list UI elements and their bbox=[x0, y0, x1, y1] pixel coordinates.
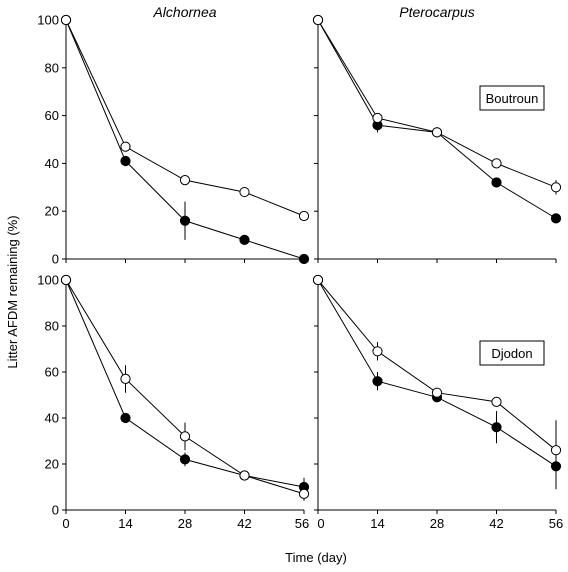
data-point-open bbox=[550, 182, 562, 193]
data-point-filled bbox=[550, 213, 562, 224]
x-tick-label: 0 bbox=[62, 516, 69, 531]
data-point-filled bbox=[179, 215, 191, 226]
chart-panels: 0 20 40 60 80 100 Alchornea Pterocarpus Boutroun… bbox=[37, 4, 563, 531]
series-line bbox=[317, 279, 557, 467]
data-point-open bbox=[60, 14, 72, 26]
data-point-open bbox=[491, 396, 502, 407]
site-label: Boutroun bbox=[486, 91, 539, 106]
column-title: Alchornea bbox=[152, 4, 216, 20]
series-filled-circle bbox=[312, 14, 562, 224]
data-point-filled bbox=[239, 234, 250, 245]
x-tick-label: 14 bbox=[370, 516, 384, 531]
column-title: Pterocarpus bbox=[399, 4, 474, 20]
x-tick-label: 42 bbox=[237, 516, 251, 531]
data-point-open bbox=[431, 127, 443, 138]
data-point-open bbox=[298, 210, 310, 222]
data-point-filled bbox=[179, 454, 191, 465]
series-open-circle bbox=[60, 274, 310, 501]
y-tick-label: 60 bbox=[45, 365, 59, 380]
data-point-open bbox=[179, 175, 191, 186]
data-point-filled bbox=[120, 412, 131, 424]
data-point-open bbox=[431, 387, 443, 398]
site-label-box bbox=[479, 85, 545, 111]
y-tick-label: 20 bbox=[45, 204, 59, 219]
site-label-box bbox=[479, 340, 545, 366]
x-axis-title: Time (day) bbox=[285, 550, 347, 565]
data-point-open bbox=[298, 488, 310, 499]
y-tick-label: 100 bbox=[37, 273, 59, 288]
series-filled-circle bbox=[60, 274, 310, 497]
data-point-open bbox=[239, 186, 250, 198]
site-label: Djodon bbox=[491, 346, 532, 361]
series-filled-circle bbox=[312, 274, 562, 490]
x-tick-label: 28 bbox=[178, 516, 192, 531]
y-tick-label: 0 bbox=[52, 252, 59, 267]
data-point-open bbox=[239, 470, 250, 481]
data-point-filled bbox=[372, 376, 383, 387]
y-axis-title: Litter AFDM remaining (%) bbox=[5, 215, 20, 368]
y-tick-label: 80 bbox=[45, 60, 59, 75]
y-tick-label: 20 bbox=[45, 457, 59, 472]
x-tick-label: 0 bbox=[317, 516, 324, 531]
y-tick-label: 60 bbox=[45, 108, 59, 123]
data-point-open bbox=[491, 158, 502, 169]
data-point-open bbox=[550, 445, 562, 456]
data-point-filled bbox=[491, 177, 502, 188]
y-tick-label: 0 bbox=[52, 503, 59, 518]
panel-bottom-left: 0 20 40 60 80 100 0 14 28 42 56 bbox=[37, 273, 309, 532]
series-line bbox=[65, 19, 305, 217]
y-tick-label: 40 bbox=[45, 156, 59, 171]
y-tick-label: 100 bbox=[37, 13, 59, 28]
data-point-open bbox=[372, 346, 383, 357]
series-line bbox=[317, 19, 557, 219]
data-point-open bbox=[120, 373, 131, 384]
data-point-filled bbox=[491, 422, 502, 433]
data-point-open bbox=[60, 274, 72, 286]
x-tick-label: 14 bbox=[118, 516, 132, 531]
x-tick-label: 42 bbox=[489, 516, 503, 531]
panel-top-right: Pterocarpus Boutroun bbox=[312, 4, 562, 263]
data-point-open bbox=[312, 14, 324, 26]
data-point-filled bbox=[120, 155, 131, 167]
panel-bottom-right: 0 14 28 42 56 Djodon bbox=[312, 274, 563, 531]
y-tick-label: 80 bbox=[45, 319, 59, 334]
series-open-circle bbox=[312, 14, 562, 195]
series-filled-circle bbox=[60, 14, 310, 265]
series-open-circle bbox=[60, 14, 310, 222]
data-point-open bbox=[372, 112, 383, 124]
panel-top-left: 0 20 40 60 80 100 Alchornea bbox=[37, 4, 310, 267]
series-open-circle bbox=[312, 274, 562, 481]
data-point-open bbox=[312, 274, 324, 286]
data-point-open bbox=[120, 141, 131, 152]
x-tick-label: 56 bbox=[295, 516, 309, 531]
data-point-filled bbox=[298, 253, 310, 265]
data-point-open bbox=[179, 431, 191, 442]
x-tick-label: 56 bbox=[549, 516, 563, 531]
y-tick-label: 40 bbox=[45, 411, 59, 426]
x-tick-label: 28 bbox=[430, 516, 444, 531]
